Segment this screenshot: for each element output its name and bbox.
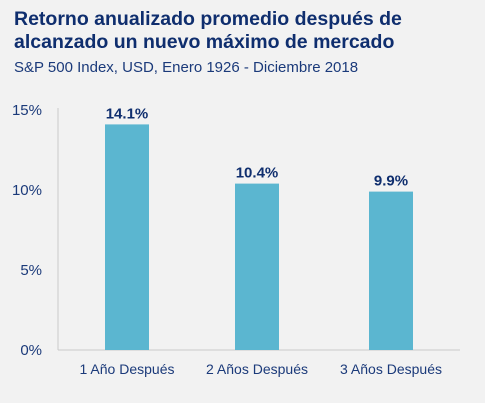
x-tick-label: 3 Años Después	[340, 361, 442, 377]
bar	[369, 191, 413, 350]
data-label: 10.4%	[236, 165, 279, 182]
x-tick-label: 1 Año Después	[80, 361, 175, 377]
y-tick-label: 10%	[12, 182, 42, 199]
bar	[235, 183, 279, 350]
bar	[105, 124, 149, 351]
chart-title: Retorno anualizado promedio después de a…	[14, 8, 402, 53]
y-tick-label: 5%	[20, 262, 42, 279]
x-tick-label: 2 Años Después	[206, 361, 308, 377]
y-tick-label: 15%	[12, 102, 42, 119]
data-label: 9.9%	[374, 173, 408, 190]
y-tick-label: 0%	[20, 342, 42, 359]
chart-subtitle: S&P 500 Index, USD, Enero 1926 - Diciemb…	[14, 59, 359, 76]
data-label: 14.1%	[106, 105, 149, 122]
